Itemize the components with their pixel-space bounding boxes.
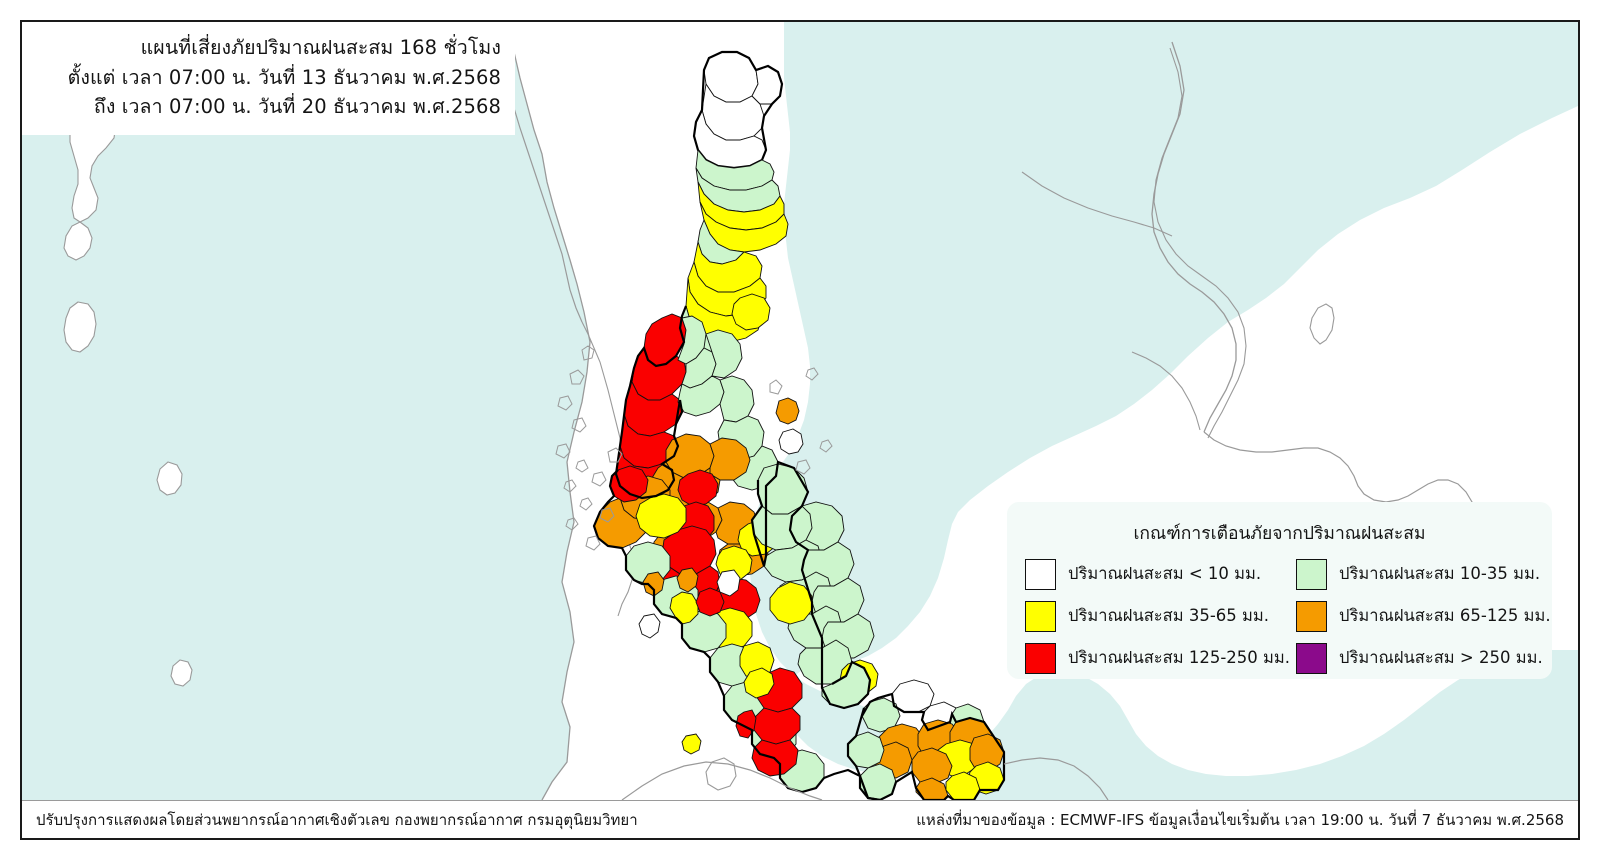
province-surat-g1[interactable] [705,329,743,379]
province-red-c2[interactable] [677,469,719,507]
legend-item-10-35[interactable]: ปริมาณฝนสะสม 10-35 มม. [1296,556,1551,592]
coast-west-islets [585,447,623,551]
legend-swatch-35-65 [1025,600,1056,632]
island-white-sw[interactable] [716,569,741,597]
border-myanmar-north [507,22,591,800]
island-great-nicobar [170,659,193,687]
province-yellow-c1[interactable] [635,493,687,539]
legend-grid: ปริมาณฝนสะสม < 10 มม. ปริมาณฝนสะสม 10-35… [1007,556,1552,676]
legend-title: เกณฑ์การเตือนภัยจากปริมาณฝนสะสม [1133,524,1426,544]
province-yellow-songkhla1[interactable] [769,581,813,625]
footer-credit-left: ปรับปรุงการแสดงผลโดยส่วนพยากรณ์อากาศเชิง… [36,810,638,829]
province-yellow-surat-n[interactable] [731,293,771,331]
island-white-tarutao[interactable] [705,757,737,791]
province-yellow-sw2[interactable] [669,591,699,625]
legend-swatch-gt250 [1296,642,1328,674]
map-graphic[interactable] [22,22,1578,800]
province-group-north[interactable] [693,51,783,169]
province-ds-orange5[interactable] [911,747,953,785]
map-frame: แผนที่เสี่ยงภัยปริมาณฝนสะสม 168 ชั่วโมง … [20,20,1580,840]
title-line-3: ถึง เวลา 07:00 น. วันที่ 20 ธันวาคม พ.ศ.… [93,95,501,119]
region-outline-south [592,469,881,800]
legend-label-125-250: ปริมาณฝนสะสม 125-250 มม. [1068,648,1291,667]
border-cambodia-inland [1021,171,1173,237]
legend-item-gt250[interactable]: ปริมาณฝนสะสม > 250 มม. [1296,640,1551,676]
islets-gulf [769,367,833,475]
legend-label-lt10: ปริมาณฝนสะสม < 10 มม. [1068,564,1262,583]
title-line-1: แผนที่เสี่ยงภัยปริมาณฝนสะสม 168 ชั่วโมง [140,36,501,60]
legend-label-gt250: ปริมาณฝนสะสม > 250 มม. [1339,648,1543,667]
island-samui-orange[interactable] [775,397,800,425]
legend-panel: เกณฑ์การเตือนภัยจากปริมาณฝนสะสม ปริมาณฝน… [1007,502,1552,679]
province-red-s1[interactable] [695,587,725,617]
sea-gulf-of-thailand [750,22,1578,800]
island-phangan-white[interactable] [778,428,804,455]
legend-label-35-65: ปริมาณฝนสะสม 35-65 มม. [1068,606,1270,625]
province-orange-c2[interactable] [709,437,751,481]
coast-malaysia-east [1003,757,1109,800]
region-outline-east [750,460,872,710]
legend-item-65-125[interactable]: ปริมาณฝนสะสม 65-125 มม. [1296,598,1551,634]
legend-swatch-10-35 [1296,558,1328,590]
sea-andaman [22,22,590,800]
province-orange-islet1[interactable] [676,567,699,593]
border-malaysia [621,761,823,800]
province-group-deepsouth[interactable] [847,679,1005,800]
legend-swatch-lt10 [1025,558,1056,590]
island-little-andaman [63,301,97,353]
map-title-card: แผนที่เสี่ยงภัยปริมาณฝนสะสม 168 ชั่วโมง … [22,22,515,135]
map-canvas[interactable]: แผนที่เสี่ยงภัยปริมาณฝนสะสม 168 ชั่วโมง … [22,22,1578,800]
title-line-2: ตั้งแต่ เวลา 07:00 น. วันที่ 13 ธันวาคม … [67,65,501,89]
island-nicobar [156,461,183,496]
legend-swatch-65-125 [1296,600,1328,632]
region-outline-central [614,305,688,500]
legend-swatch-125-250 [1025,642,1056,674]
islets-mergui [555,345,595,531]
region-outline-north [692,50,784,170]
island-phuquoc [1309,303,1335,345]
legend-item-lt10[interactable]: ปริมาณฝนสะสม < 10 มม. [1025,556,1290,592]
province-yellow-phuket[interactable] [743,667,775,699]
border-cambodia-tonlesap [1131,351,1201,431]
province-ds-yellow3[interactable] [945,771,981,800]
footer-bar: ปรับปรุงการแสดงผลโดยส่วนพยากรณ์อากาศเชิง… [22,800,1578,838]
region-outline-deepsouth [846,692,1006,800]
island-white-sw2[interactable] [638,613,661,639]
legend-item-125-250[interactable]: ปริมาณฝนสะสม 125-250 มม. [1025,640,1290,676]
island-middle-andaman [63,221,93,261]
footer-source-right: แหล่งที่มาของข้อมูล : ECMWF-IFS ข้อมูลเง… [916,810,1564,829]
legend-label-10-35: ปริมาณฝนสะสม 10-35 มม. [1339,564,1541,583]
legend-label-65-125: ปริมาณฝนสะสม 65-125 มม. [1339,606,1551,625]
legend-item-35-65[interactable]: ปริมาณฝนสะสม 35-65 มม. [1025,598,1290,634]
border-mekong-river [1153,47,1247,439]
island-yellow-small[interactable] [681,733,702,755]
